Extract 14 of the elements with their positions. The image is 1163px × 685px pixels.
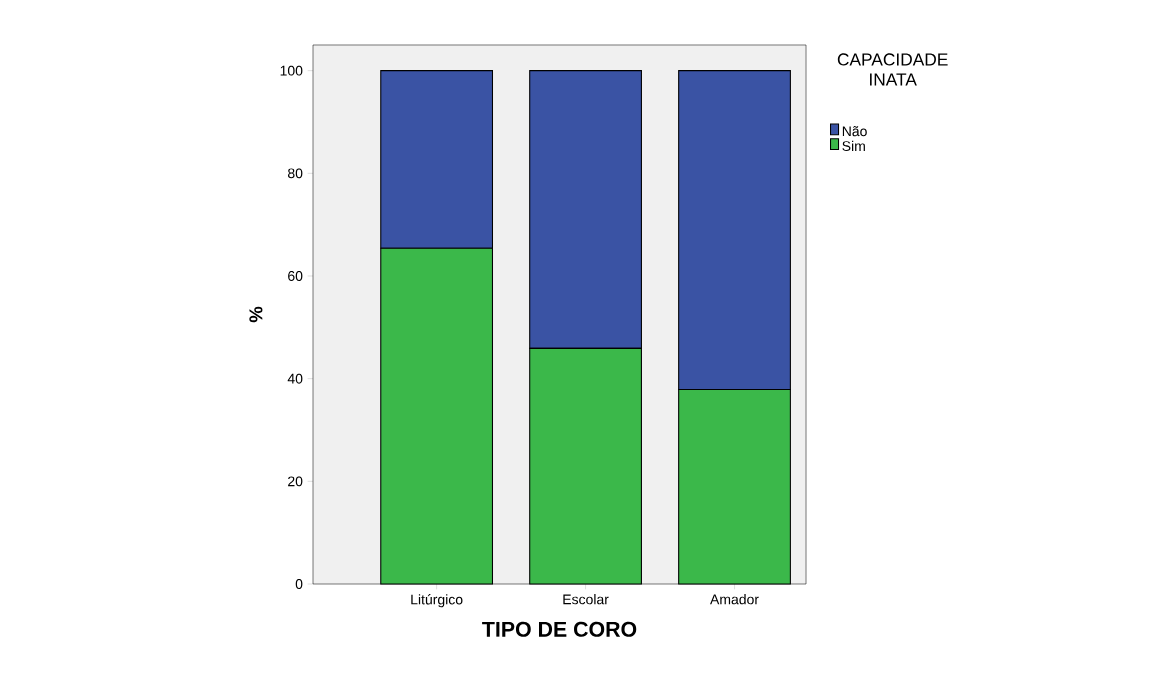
y-tick-label: 20 <box>288 476 303 487</box>
y-tick-label: 60 <box>288 271 303 281</box>
y-tick-label: 100 <box>280 65 303 76</box>
legend-title: CAPACIDADE INATA <box>837 53 948 86</box>
y-tick-label: 0 <box>295 579 303 589</box>
x-tick-label: Amador <box>710 594 759 605</box>
x-axis-title: TIPO DE CORO <box>482 621 637 637</box>
legend-label: Sim <box>842 140 865 152</box>
x-tick-label: Escolar <box>563 594 609 605</box>
y-tick-label: 80 <box>287 168 303 179</box>
y-axis-title: % <box>249 306 263 323</box>
y-tick-label: 40 <box>287 373 303 384</box>
x-tick-label: Litúrgico <box>411 594 463 608</box>
legend-label: Não <box>842 126 867 137</box>
